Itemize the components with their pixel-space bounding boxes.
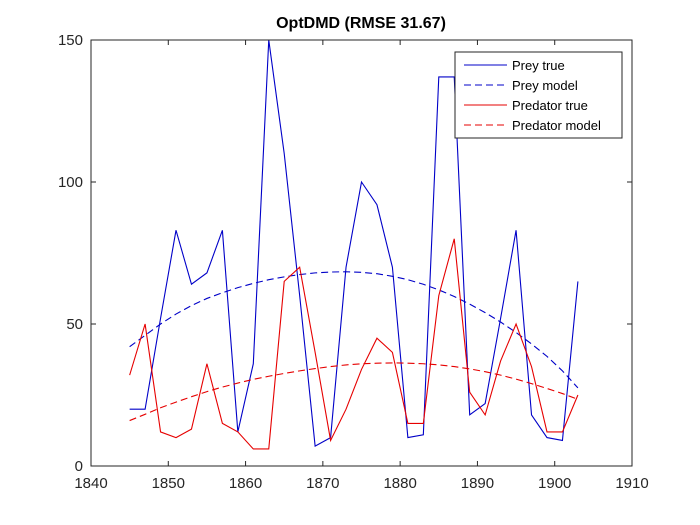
y-tick-label-1: 50 xyxy=(66,316,83,333)
legend-label-2: Predator true xyxy=(512,98,588,113)
x-tick-label-4: 1880 xyxy=(383,475,416,492)
legend-label-0: Prey true xyxy=(512,58,565,73)
x-tick-label-6: 1900 xyxy=(538,475,571,492)
series-layer xyxy=(129,40,579,450)
plot-frame xyxy=(90,39,633,467)
y-tick-label-0: 0 xyxy=(75,458,83,475)
series-line-1 xyxy=(129,271,579,389)
x-tick-label-2: 1860 xyxy=(229,475,262,492)
series-line-2 xyxy=(129,238,579,450)
x-tick-label-3: 1870 xyxy=(306,475,339,492)
legend-label-1: Prey model xyxy=(512,78,578,93)
legend: Prey true Prey model Predator true Predator… xyxy=(454,51,623,139)
legend-box xyxy=(454,51,623,139)
y-tick-label-2: 100 xyxy=(58,174,83,191)
y-tick-label-3: 150 xyxy=(58,32,83,49)
axes-layer: 1840 1850 1860 1870 1880 1890 1900 1910 0 50 100 15… xyxy=(58,32,649,492)
series-line-3 xyxy=(129,362,579,422)
x-tick-label-0: 1840 xyxy=(74,475,107,492)
legend-label-3: Predator model xyxy=(512,118,601,133)
series-line-0 xyxy=(129,40,579,448)
chart-title: OptDMD (RMSE 31.67) xyxy=(276,15,446,32)
x-tick-label-1: 1850 xyxy=(152,475,185,492)
x-tick-label-7: 1910 xyxy=(615,475,648,492)
x-tick-label-5: 1890 xyxy=(461,475,494,492)
